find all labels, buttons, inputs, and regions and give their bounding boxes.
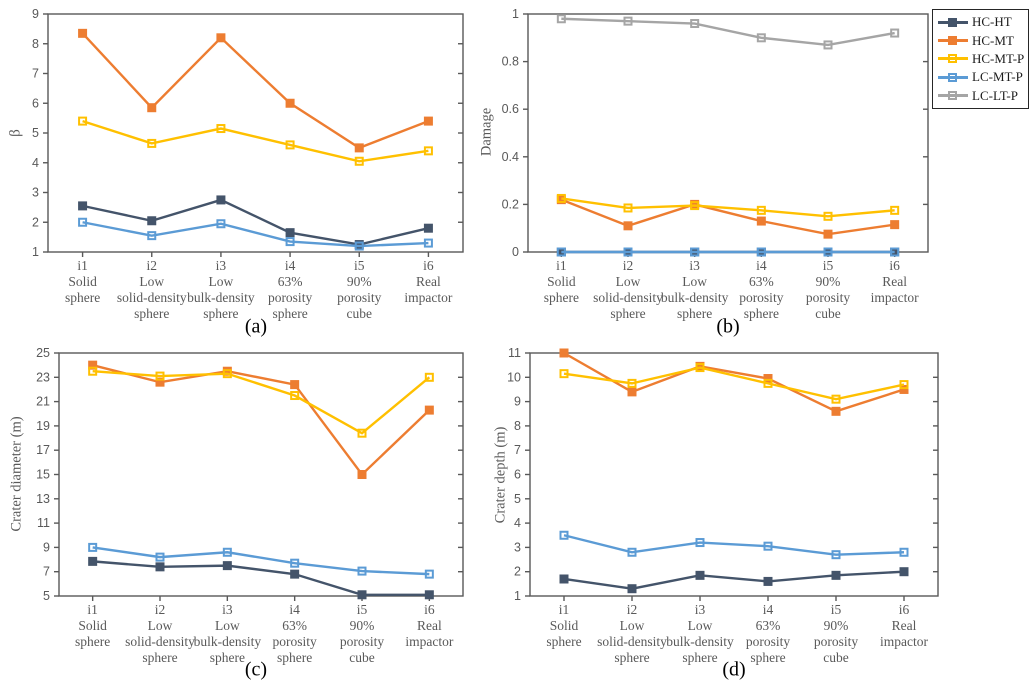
svg-text:0.6: 0.6 [502,102,519,116]
svg-text:25: 25 [36,346,50,360]
svg-text:9: 9 [43,540,50,554]
svg-text:0.4: 0.4 [502,150,519,164]
panel-caption-c: (c) [244,658,268,681]
legend-label: HC-MT-P [972,50,1025,66]
legend-label: LC-LT-P [972,87,1018,103]
svg-text:5: 5 [32,126,39,140]
svg-text:2: 2 [32,215,39,229]
svg-text:4: 4 [514,516,521,530]
svg-text:17: 17 [36,443,50,457]
svg-text:4: 4 [32,156,39,170]
svg-text:3: 3 [32,186,39,200]
panel-b-damage-chart: 0 0.2 0.4 0.6 0.8 1 i1 Solid sphere i2 Low solid-de… [502,7,929,321]
svg-text:7: 7 [32,67,39,81]
y-axis-title-beta: β [7,129,24,137]
svg-text:11: 11 [37,516,50,530]
svg-text:0.2: 0.2 [502,197,519,211]
panel-caption-a: (a) [244,315,268,338]
svg-text:1: 1 [32,245,39,259]
svg-text:5: 5 [514,492,521,506]
svg-text:9: 9 [32,7,39,21]
svg-text:10: 10 [507,370,521,384]
hc-mt-p-swatch-icon [938,53,968,64]
hc-ht-swatch-icon [938,17,968,28]
y-axis-title-crater-diameter: Crater diameter (m) [8,416,25,532]
svg-text:11: 11 [508,346,521,360]
svg-text:15: 15 [36,468,50,482]
svg-text:0: 0 [512,245,519,259]
panel-c-crater-diameter-chart: 5 7 9 11 13 15 17 19 21 23 25 i1 Solid sphere i2 Low sol… [36,346,464,665]
svg-text:1: 1 [512,7,519,21]
svg-text:6: 6 [514,468,521,482]
panel-caption-d: (d) [722,658,746,681]
legend-item-hc-mt: HC-MT [938,33,1023,49]
legend-item-lc-lt-p: LC-LT-P [938,88,1023,104]
lc-mt-p-swatch-icon [938,72,968,83]
legend-item-hc-ht: HC-HT [938,14,1023,30]
panel-caption-b: (b) [716,315,740,338]
panel-d-crater-depth-chart: 1 2 3 4 5 6 7 8 9 10 11 i1 Solid sphere i2 Low solid-den… [507,346,939,665]
svg-text:7: 7 [43,565,50,579]
svg-text:1: 1 [514,589,521,603]
svg-text:5: 5 [43,589,50,603]
legend-label: LC-MT-P [972,69,1023,85]
legend: HC-HT HC-MT HC-MT-P LC-MT-P LC-LT-P [932,9,1029,109]
y-axis-title-crater-depth: Crater depth (m) [492,426,509,524]
legend-item-hc-mt-p: HC-MT-P [938,50,1025,67]
svg-text:8: 8 [32,37,39,51]
svg-text:13: 13 [36,492,50,506]
hc-mt-swatch-icon [938,35,968,46]
legend-label: HC-HT [972,14,1012,30]
svg-text:19: 19 [36,419,50,433]
svg-text:6: 6 [32,96,39,110]
svg-text:21: 21 [36,395,50,409]
svg-text:23: 23 [36,370,50,384]
legend-label: HC-MT [972,32,1014,48]
svg-text:8: 8 [514,419,521,433]
panel-a-beta-chart: 1 2 3 4 5 6 7 8 9 i1 Solid sphere i2 Low solid-density… [32,7,464,321]
lc-lt-p-swatch-icon [938,90,968,101]
svg-text:9: 9 [514,395,521,409]
y-axis-title-damage: Damage [478,107,495,157]
svg-text:7: 7 [514,443,521,457]
svg-text:0.8: 0.8 [502,55,519,69]
svg-text:3: 3 [514,540,521,554]
legend-item-lc-mt-p: LC-MT-P [938,69,1023,85]
svg-text:2: 2 [514,565,521,579]
